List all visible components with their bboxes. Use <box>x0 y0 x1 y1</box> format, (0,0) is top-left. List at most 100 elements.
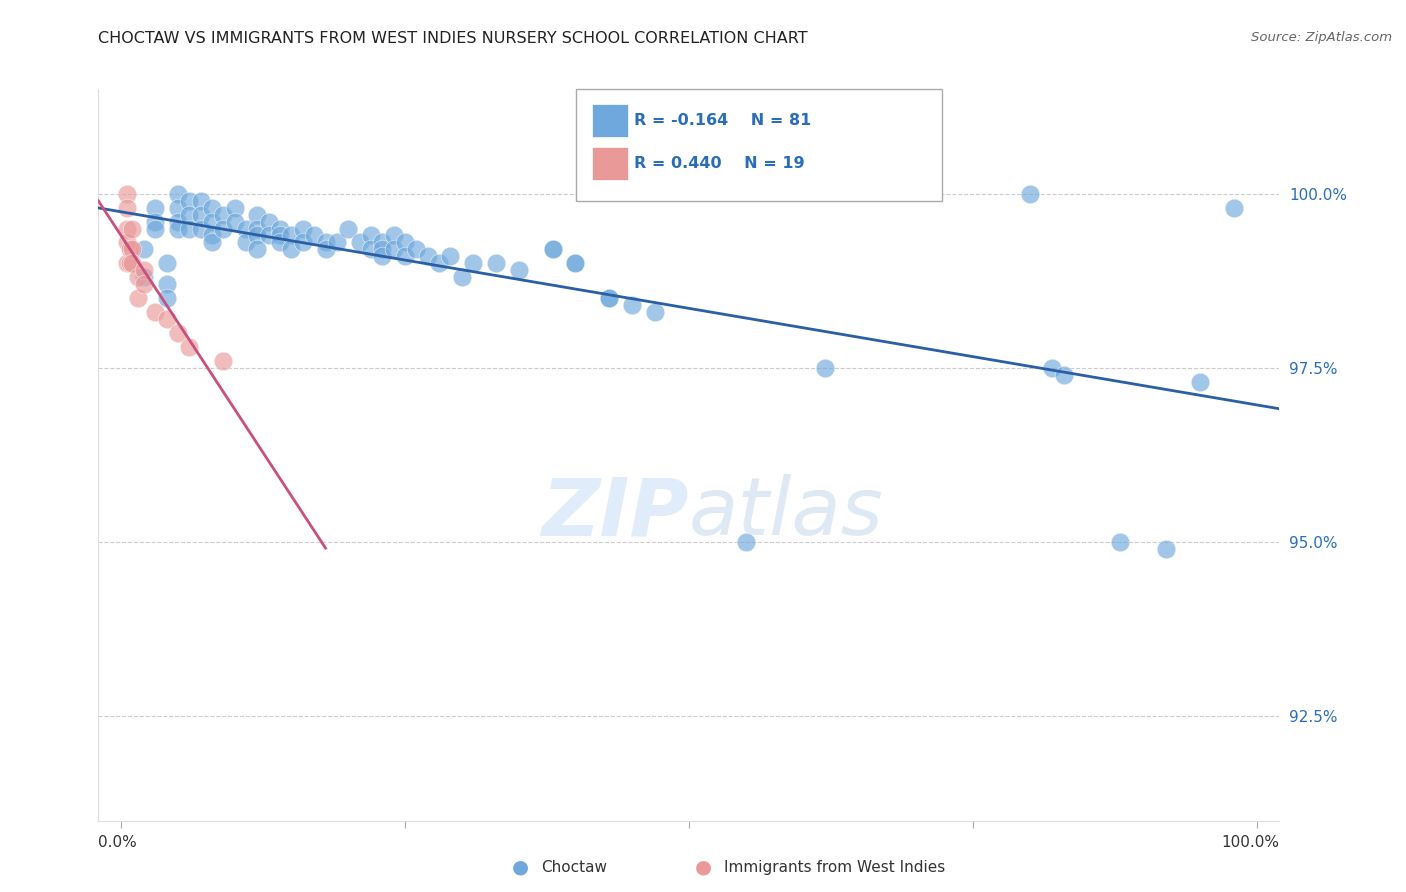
Point <box>127 270 149 285</box>
Point <box>167 214 190 228</box>
Point <box>155 277 177 292</box>
Point <box>246 243 269 257</box>
Point <box>167 221 190 235</box>
Point <box>115 221 138 235</box>
Point <box>326 235 349 250</box>
Point <box>564 256 586 270</box>
Point <box>644 305 666 319</box>
Point <box>155 312 177 326</box>
Point <box>257 214 280 228</box>
Point <box>814 360 837 375</box>
Point <box>212 208 235 222</box>
Point <box>349 235 371 250</box>
Point <box>201 214 224 228</box>
Point <box>280 243 302 257</box>
Point <box>598 291 620 305</box>
Point <box>734 535 756 549</box>
Point <box>190 194 212 208</box>
Text: CHOCTAW VS IMMIGRANTS FROM WEST INDIES NURSERY SCHOOL CORRELATION CHART: CHOCTAW VS IMMIGRANTS FROM WEST INDIES N… <box>98 31 808 46</box>
Point <box>246 228 269 243</box>
Point <box>371 235 394 250</box>
Point <box>224 214 246 228</box>
Point <box>115 235 138 250</box>
Text: Immigrants from West Indies: Immigrants from West Indies <box>724 860 945 874</box>
Point <box>201 235 224 250</box>
Point <box>132 270 155 285</box>
Point <box>621 298 644 312</box>
Point <box>382 243 405 257</box>
Point <box>167 186 190 201</box>
Point <box>115 186 138 201</box>
Point <box>371 243 394 257</box>
Point <box>115 201 138 215</box>
Text: Source: ZipAtlas.com: Source: ZipAtlas.com <box>1251 31 1392 45</box>
Point <box>269 228 291 243</box>
Point <box>337 221 360 235</box>
Text: Choctaw: Choctaw <box>541 860 607 874</box>
Point <box>143 305 166 319</box>
Point <box>120 243 142 257</box>
Point <box>257 228 280 243</box>
Point <box>1109 535 1132 549</box>
Point <box>246 208 269 222</box>
Point <box>280 228 302 243</box>
Point <box>291 235 314 250</box>
Point <box>212 354 235 368</box>
Point <box>360 243 382 257</box>
Point <box>179 208 201 222</box>
Text: 100.0%: 100.0% <box>1222 836 1279 850</box>
Point <box>155 256 177 270</box>
Point <box>564 256 586 270</box>
Point <box>121 256 143 270</box>
Point <box>121 221 143 235</box>
Point <box>143 201 166 215</box>
Point <box>394 249 416 263</box>
Point <box>416 249 439 263</box>
Point <box>485 256 508 270</box>
Point <box>269 221 291 235</box>
Text: atlas: atlas <box>689 475 884 552</box>
Point <box>450 270 472 285</box>
Point <box>190 208 212 222</box>
Point <box>143 214 166 228</box>
Point <box>120 256 142 270</box>
Point <box>439 249 461 263</box>
Point <box>371 249 394 263</box>
Point <box>167 326 190 340</box>
Point <box>508 263 530 277</box>
Point <box>382 228 405 243</box>
Point <box>315 235 337 250</box>
Point <box>201 228 224 243</box>
Point <box>598 291 620 305</box>
Point <box>269 235 291 250</box>
Point <box>179 194 201 208</box>
Text: R = 0.440    N = 19: R = 0.440 N = 19 <box>634 156 804 170</box>
Text: R = -0.164    N = 81: R = -0.164 N = 81 <box>634 113 811 128</box>
Text: ●: ● <box>695 857 711 877</box>
Point <box>201 201 224 215</box>
Point <box>224 201 246 215</box>
Point <box>315 243 337 257</box>
Point <box>143 221 166 235</box>
Text: ZIP: ZIP <box>541 475 689 552</box>
Point <box>541 243 564 257</box>
Point <box>132 243 155 257</box>
Text: 0.0%: 0.0% <box>98 836 138 850</box>
Point <box>212 221 235 235</box>
Point <box>132 263 155 277</box>
Point <box>291 221 314 235</box>
Point <box>405 243 427 257</box>
Point <box>1223 201 1246 215</box>
Point <box>190 221 212 235</box>
Point <box>1040 360 1063 375</box>
Point <box>235 221 257 235</box>
Point <box>302 228 325 243</box>
Point <box>132 277 155 292</box>
Point <box>179 221 201 235</box>
Text: ●: ● <box>512 857 529 877</box>
Point <box>394 235 416 250</box>
Point <box>463 256 485 270</box>
Point <box>541 243 564 257</box>
Point <box>115 256 138 270</box>
Point <box>155 291 177 305</box>
